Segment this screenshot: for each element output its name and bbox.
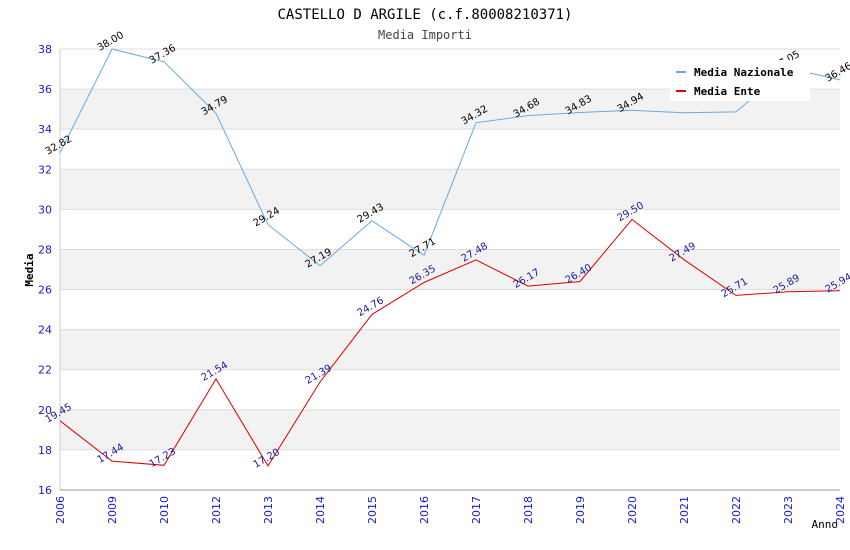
x-tick-label: 2022 <box>730 496 743 524</box>
legend-label: Media Ente <box>694 85 761 98</box>
x-axis-label: Anno <box>812 518 839 531</box>
x-tick-label: 2015 <box>366 496 379 524</box>
x-tick-label: 2021 <box>678 496 691 524</box>
x-tick-label: 2019 <box>574 496 587 524</box>
x-tick-label: 2010 <box>158 496 171 524</box>
series-line-2 <box>59 218 841 467</box>
y-tick-label: 24 <box>38 324 52 337</box>
x-tick-label: 2017 <box>470 496 483 524</box>
band <box>60 369 840 410</box>
band <box>60 129 840 170</box>
y-tick-label: 20 <box>38 404 52 417</box>
x-tick-label: 2012 <box>210 496 223 524</box>
band <box>60 249 840 290</box>
x-tick-labels: 2006 2009 2010 2012 2013 2014 2015 2016 2017 2018… <box>54 496 847 524</box>
y-tick-labels: 16 18 20 22 24 26 28 30 32 34 36 38 <box>38 43 52 497</box>
band <box>60 209 840 250</box>
y-tick-label: 18 <box>38 444 52 457</box>
band <box>60 329 840 370</box>
background-bands <box>60 49 840 490</box>
y-tick-label: 26 <box>38 284 52 297</box>
chart-title: CASTELLO D ARGILE (c.f.80008210371) <box>277 7 572 23</box>
y-tick-label: 28 <box>38 243 52 256</box>
legend-label: Media Nazionale <box>694 66 794 79</box>
y-tick-label: 38 <box>38 43 52 56</box>
x-tick-label: 2006 <box>54 496 67 524</box>
legend-box <box>670 60 810 101</box>
x-tick-label: 2023 <box>782 496 795 524</box>
band <box>60 409 840 450</box>
band <box>60 289 840 330</box>
x-tick-label: 2013 <box>262 496 275 524</box>
x-tick-label: 2016 <box>418 496 431 524</box>
x-tick-label: 2020 <box>626 496 639 524</box>
x-tick-label: 2009 <box>106 496 119 524</box>
y-tick-label: 30 <box>38 203 52 216</box>
y-tick-label: 36 <box>38 83 52 96</box>
y-tick-label: 34 <box>38 123 52 136</box>
y-tick-label: 16 <box>38 484 52 497</box>
x-tick-label: 2018 <box>522 496 535 524</box>
y-axis-label: Media <box>23 253 36 286</box>
y-tick-label: 32 <box>38 163 52 176</box>
chart-subtitle: Media Importi <box>378 28 472 42</box>
series-lines <box>59 48 841 467</box>
x-tick-label: 2024 <box>834 496 847 524</box>
band <box>60 449 840 490</box>
x-tick-label: 2014 <box>314 496 327 524</box>
series-line-1 <box>59 48 841 267</box>
legend: Media Nazionale Media Ente <box>670 60 810 101</box>
y-tick-label: 22 <box>38 364 52 377</box>
